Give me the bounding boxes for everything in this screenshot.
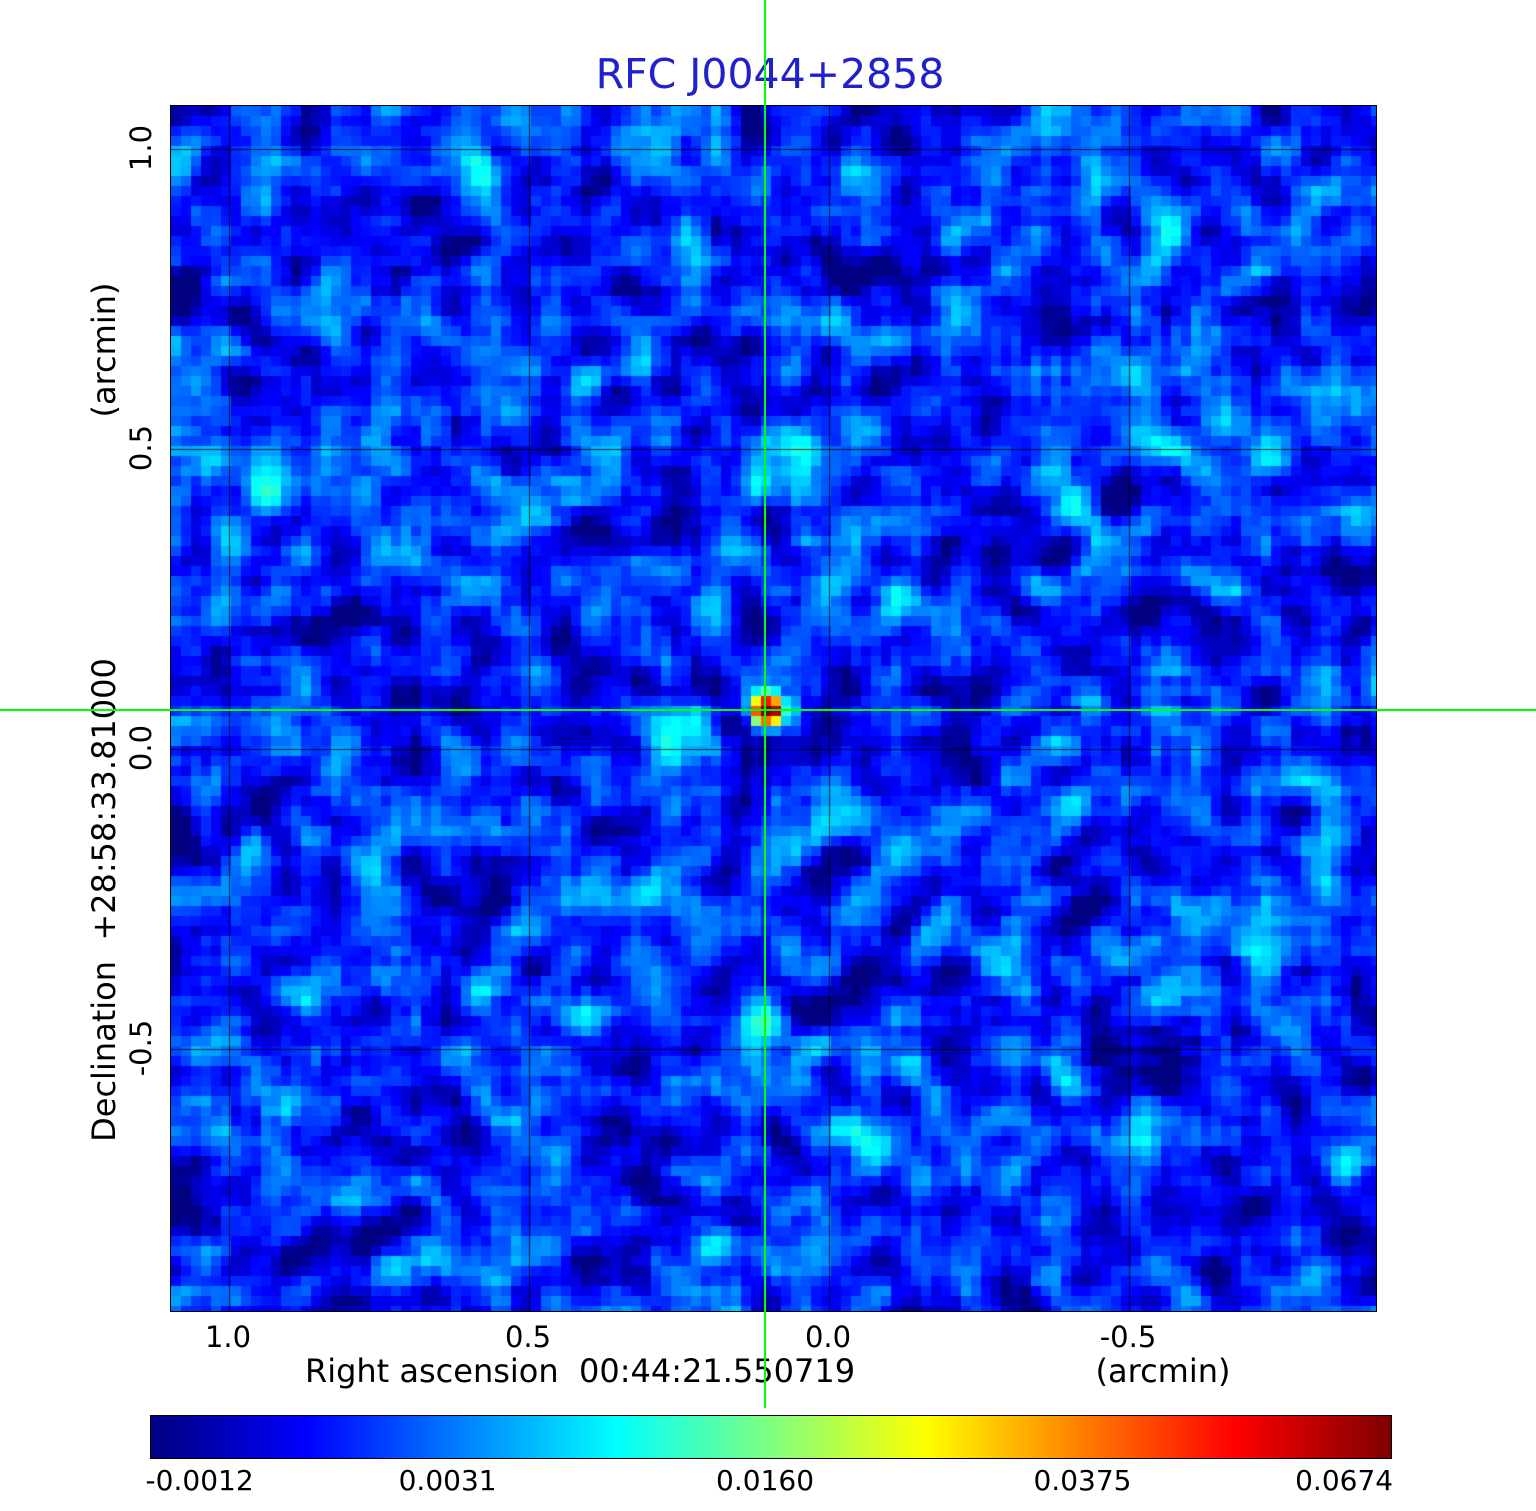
- sky-map-canvas: [170, 105, 1377, 1312]
- x-tick-label: 0.0: [804, 1320, 852, 1354]
- colorbar-tick-label: -0.0012: [145, 1464, 254, 1497]
- colorbar-tick-label: 0.0375: [1033, 1464, 1132, 1497]
- y-axis-unit-label: (arcmin): [85, 282, 123, 418]
- colorbar-tick-label: 0.0031: [398, 1464, 497, 1497]
- y-axis-label: Declination +28:58:33.81000: [85, 658, 123, 1142]
- y-tick-label: 0.0: [124, 724, 158, 772]
- x-axis-unit-label: (arcmin): [1095, 1352, 1231, 1390]
- colorbar-tick-label: 0.0160: [716, 1464, 815, 1497]
- y-tick-label: -0.5: [124, 1019, 158, 1077]
- plot-title: RFC J0044+2858: [595, 50, 945, 98]
- y-tick-label: 1.0: [124, 124, 158, 172]
- crosshair-vertical-line: [764, 0, 766, 1408]
- x-tick-label: 1.0: [204, 1320, 252, 1354]
- colorbar: [150, 1415, 1392, 1459]
- crosshair-horizontal-line: [0, 709, 1536, 712]
- x-tick-label: 0.5: [504, 1320, 552, 1354]
- colorbar-tick-label: 0.0674: [1295, 1464, 1394, 1497]
- x-tick-label: -0.5: [1099, 1320, 1157, 1354]
- y-tick-label: 0.5: [124, 424, 158, 472]
- x-axis-label: Right ascension 00:44:21.550719: [304, 1352, 856, 1390]
